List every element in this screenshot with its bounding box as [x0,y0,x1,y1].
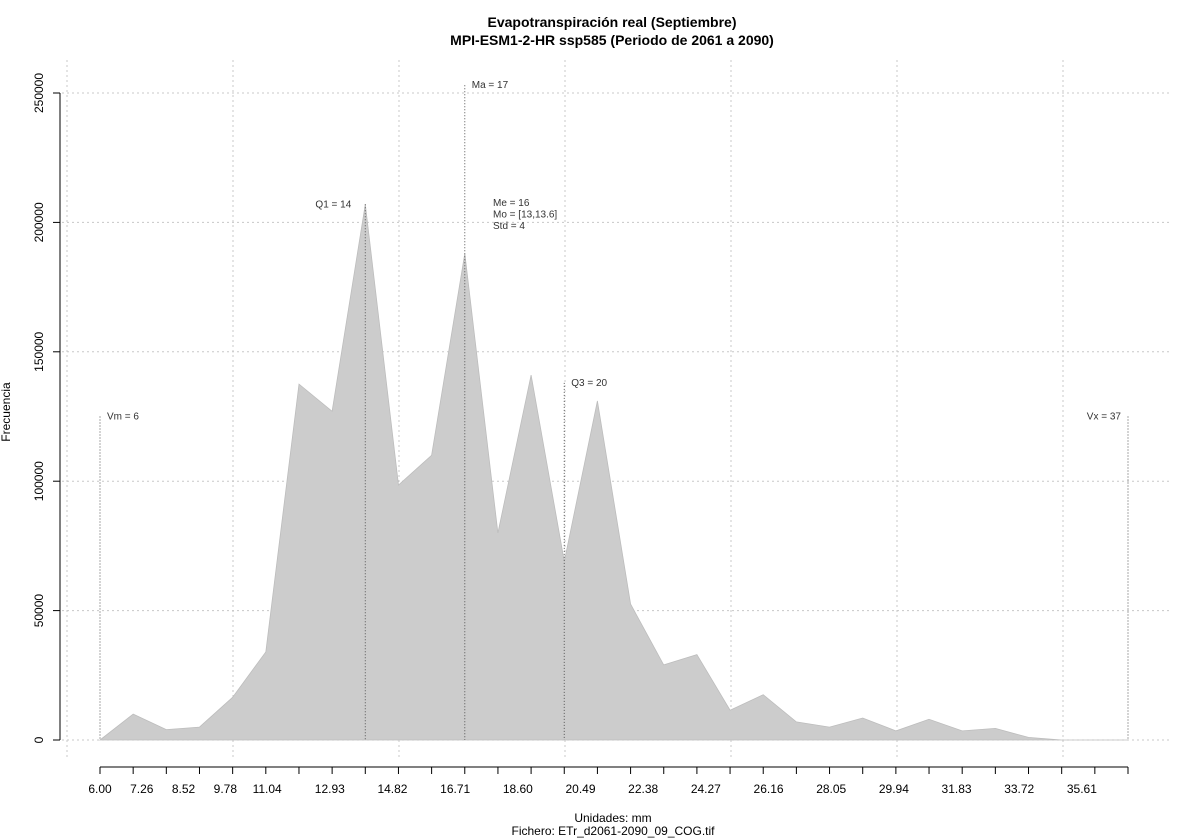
annotation-label: Vm = 6 [107,412,139,423]
x-tick-label: 14.82 [377,782,407,796]
annotation-label: Q1 = 14 [315,199,351,210]
x-tick-label: 33.72 [1004,782,1034,796]
chart-title: Evapotranspiración real (Septiembre) [488,14,737,30]
x-tick-label: 12.93 [315,782,345,796]
x-tick-label: 20.49 [565,782,595,796]
x-tick-label: 16.71 [440,782,470,796]
stats-line: Std = 4 [493,221,525,232]
y-tick-label: 0 [32,736,46,743]
y-tick-label: 50000 [32,594,46,628]
y-tick-label: 150000 [32,331,46,371]
x-tick-label: 6.00 [88,782,112,796]
data-area [98,204,1128,741]
y-tick-label: 200000 [32,202,46,242]
y-tick-label: 250000 [32,73,46,113]
x-tick-label: 31.83 [942,782,972,796]
x-tick-label: 26.16 [754,782,784,796]
x-tick-label: 18.60 [503,782,533,796]
x-tick-label: 7.26 [130,782,154,796]
chart-subtitle: MPI-ESM1-2-HR ssp585 (Periodo de 2061 a … [450,32,774,48]
annotation-layer: Vm = 6 Q1 = 14 Ma = 17 Q3 = 20 Vx = 37 [99,80,1129,740]
annotation-label: Vx = 37 [1087,412,1122,423]
annotation-label: Ma = 17 [472,80,509,91]
x-tick-label: 8.52 [172,782,196,796]
x-tick-label: 11.04 [253,782,282,796]
stats-line: Me = 16 [493,198,530,209]
file-footer: Fichero: ETr_d2061-2090_09_COG.tif [512,824,716,838]
y-tick-label: 100000 [32,461,46,501]
axes: 0 50000 100000 150000 200000 250000 6.00 7.26 8.… [32,73,1129,796]
x-axis-label: Unidades: mm [574,811,651,825]
x-tick-label: 29.94 [879,782,909,796]
x-tick-label: 24.27 [691,782,721,796]
x-tick-label: 35.61 [1067,782,1097,796]
x-tick-label: 28.05 [816,782,846,796]
x-tick-label: 9.78 [214,782,238,796]
area-series [98,204,1128,741]
annotation-label: Q3 = 20 [571,378,607,389]
x-tick-label: 22.38 [628,782,658,796]
stats-line: Mo = [13,13.6] [493,210,557,221]
y-axis-label: Frecuencia [0,382,13,442]
